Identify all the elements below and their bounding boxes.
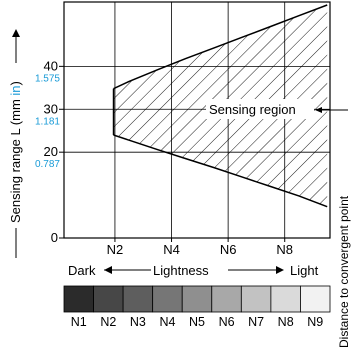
gray-swatch [152,285,183,313]
upper-boundary-line [113,4,328,90]
lightness-arrow-left-head [104,266,112,274]
y-tick-label-mm: 40 [44,58,58,73]
plot-frame [63,1,331,239]
region-label-bg [206,99,314,119]
gray-scale-label: N4 [159,315,175,329]
x-tick-label: N2 [107,242,124,257]
lightness-label: Lightness [153,263,209,278]
y-axis-label-group: Sensing range L (mm in) [8,29,23,258]
gray-scale-label: N2 [100,315,116,329]
gray-swatch [211,285,242,313]
dark-label: Dark [68,263,96,278]
gray-scale-label: N7 [248,315,264,329]
gray-scale-label: N6 [219,315,235,329]
gray-scale-bar: N1 N2 N3 N4 N5 N6 N7 N8 N9 [63,285,331,329]
y-axis-label: Sensing range L (mm in) [8,81,23,223]
gray-swatch [122,285,154,313]
gray-swatch [270,285,301,313]
y-tick-label-inch: 1.575 [35,73,60,84]
y-tick-label-mm: 20 [44,144,58,159]
gray-scale-label: N9 [307,315,323,329]
y-tick-label-mm: 30 [44,101,58,116]
x-tick-label: N8 [276,242,293,257]
y-tick-label-mm: 0 [51,230,58,245]
lightness-arrow-right-head [276,266,284,274]
gray-scale-label: N5 [189,315,205,329]
gray-scale-label: N1 [71,315,87,329]
y-tick-label-inch: 0.787 [35,159,60,170]
y-label-arrow-head [12,29,20,37]
region-label: Sensing region [209,102,296,117]
y-tick-labels: 0 200.787 301.181 401.575 [35,58,64,245]
gray-swatch [93,285,124,313]
lower-boundary-line [113,134,328,208]
gray-swatch [300,285,331,313]
gray-scale-label: N3 [130,315,146,329]
y-axis-unit: in [8,85,23,95]
gray-scale-label: N8 [278,315,294,329]
gray-swatch [240,285,272,313]
right-axis-label: Distance to convergent point [337,195,351,348]
gray-swatch [181,285,213,313]
x-tick-label: N4 [163,242,180,257]
region-arrow-head [315,107,322,113]
x-tick-label: N6 [220,242,237,257]
x-tick-labels: N2 N4 N6 N8 [107,238,293,257]
gray-swatch [63,285,94,313]
y-tick-label-inch: 1.181 [35,116,60,127]
light-label: Light [290,263,319,278]
